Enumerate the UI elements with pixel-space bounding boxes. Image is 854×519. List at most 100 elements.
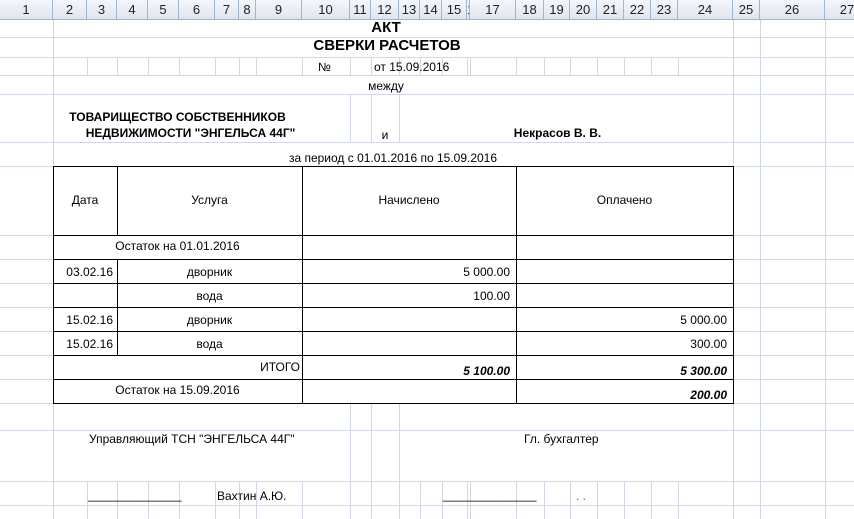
column-header-15[interactable]: 15 [442, 0, 467, 20]
gridline-col [239, 481, 240, 519]
row-service: дворник [186, 265, 233, 279]
manager-title: Управляющий ТСН "ЭНГЕЛЬСА 44Г" [89, 432, 295, 446]
gridline-col [442, 57, 443, 75]
gridline-col [624, 57, 625, 75]
gridline-col [371, 481, 372, 519]
column-header-18[interactable]: 18 [516, 0, 544, 20]
column-header-19[interactable]: 19 [544, 0, 570, 20]
gridline-col [371, 94, 372, 142]
gridline-col [624, 481, 625, 519]
gridline-col [215, 481, 216, 519]
doc-date: от 15.09.2016 [374, 60, 450, 74]
gridline-col [516, 57, 517, 75]
doc-subtitle: СВЕРКИ РАСЧЕТОВ [313, 37, 461, 54]
table-background [53, 166, 733, 403]
manager-signature-line: ______________ [88, 488, 182, 502]
party1-line2: НЕДВИЖИМОСТИ "ЭНГЕЛЬСА 44Г" [85, 126, 296, 140]
table-border-row [53, 235, 734, 236]
column-header-10[interactable]: 10 [302, 0, 350, 20]
gridline-col [467, 481, 468, 519]
column-header-4[interactable]: 4 [117, 0, 148, 20]
column-header-11[interactable]: 11 [350, 0, 371, 20]
table-border-row [53, 379, 734, 380]
gridline-col [678, 57, 679, 75]
gridline-col [760, 57, 761, 75]
gridline-col [179, 481, 180, 519]
gridline-col [825, 20, 826, 519]
column-header-2[interactable]: 2 [53, 0, 87, 20]
column-header-24[interactable]: 24 [678, 0, 733, 20]
gridline-row [0, 57, 854, 58]
gridline-col [399, 57, 400, 75]
column-header-12[interactable]: 12 [371, 0, 399, 20]
table-border-col [117, 166, 118, 235]
column-header-21[interactable]: 21 [597, 0, 624, 20]
gridline-col [651, 57, 652, 75]
table-border-row [53, 166, 734, 167]
row-date: 15.02.16 [66, 337, 113, 351]
column-header-17[interactable]: 17 [470, 0, 516, 20]
column-header-20[interactable]: 20 [570, 0, 597, 20]
column-header-22[interactable]: 22 [624, 0, 651, 20]
gridline-col [117, 481, 118, 519]
column-header-9[interactable]: 9 [256, 0, 302, 20]
column-header-7[interactable]: 7 [215, 0, 239, 20]
column-header-1[interactable]: 1 [0, 0, 53, 20]
table-border-col [516, 166, 517, 403]
gridline-col [442, 481, 443, 519]
gridline-col [516, 481, 517, 519]
table-header-0: Дата [71, 192, 99, 207]
closing-balance-label: Остаток на 15.09.2016 [115, 383, 240, 397]
gridline-col [760, 481, 761, 519]
gridline-col [399, 94, 400, 142]
gridline-row [0, 481, 854, 482]
row-date: 15.02.16 [66, 313, 113, 327]
table-border-col [733, 166, 734, 403]
party1-line1: ТОВАРИЩЕСТВО СОБСТВЕННИКОВ [69, 110, 286, 124]
column-header-27[interactable]: 27 [825, 0, 854, 20]
gridline-col [256, 481, 257, 519]
gridline-col [733, 481, 734, 519]
column-header-14[interactable]: 14 [420, 0, 442, 20]
gridline-row [0, 505, 854, 506]
gridline-row [0, 37, 854, 38]
gridline-row [0, 142, 854, 143]
column-header-5[interactable]: 5 [148, 0, 179, 20]
table-header-1: Услуга [191, 192, 228, 207]
gridline-col [350, 94, 351, 142]
row-paid: 5 000.00 [680, 313, 727, 327]
column-header-16[interactable]: 16 [467, 0, 470, 20]
gridline-col [256, 57, 257, 75]
gridline-col [470, 57, 471, 75]
accountant-signature-line: ______________ [443, 488, 537, 502]
gridline-col [350, 403, 351, 481]
column-header-25[interactable]: 25 [733, 0, 760, 20]
table-border-row [53, 331, 734, 332]
gridline-col [733, 57, 734, 75]
table-header-2: Начислено [378, 192, 440, 207]
gridline-col [570, 481, 571, 519]
and-label: и [381, 128, 389, 142]
opening-balance-label: Остаток на 01.01.2016 [115, 239, 240, 253]
column-header-26[interactable]: 26 [760, 0, 825, 20]
gridline-col [544, 57, 545, 75]
row-date: 03.02.16 [66, 265, 113, 279]
column-header-8[interactable]: 8 [239, 0, 256, 20]
table-header-3: Оплачено [596, 192, 653, 207]
gridline-col [467, 57, 468, 75]
column-header-23[interactable]: 23 [651, 0, 678, 20]
gridline-col [399, 403, 400, 481]
column-header-3[interactable]: 3 [87, 0, 117, 20]
column-header-13[interactable]: 13 [399, 0, 420, 20]
gridline-col [87, 57, 88, 75]
period-label: за период с 01.01.2016 по 15.09.2016 [288, 151, 498, 165]
gridline-col [179, 57, 180, 75]
table-border-row [53, 403, 734, 404]
table-border-col [53, 166, 54, 403]
between-label: между [368, 79, 404, 93]
gridline-col [302, 57, 303, 75]
gridline-col [399, 481, 400, 519]
number-label: № [318, 60, 331, 74]
column-header-6[interactable]: 6 [179, 0, 215, 20]
gridline-col [597, 481, 598, 519]
